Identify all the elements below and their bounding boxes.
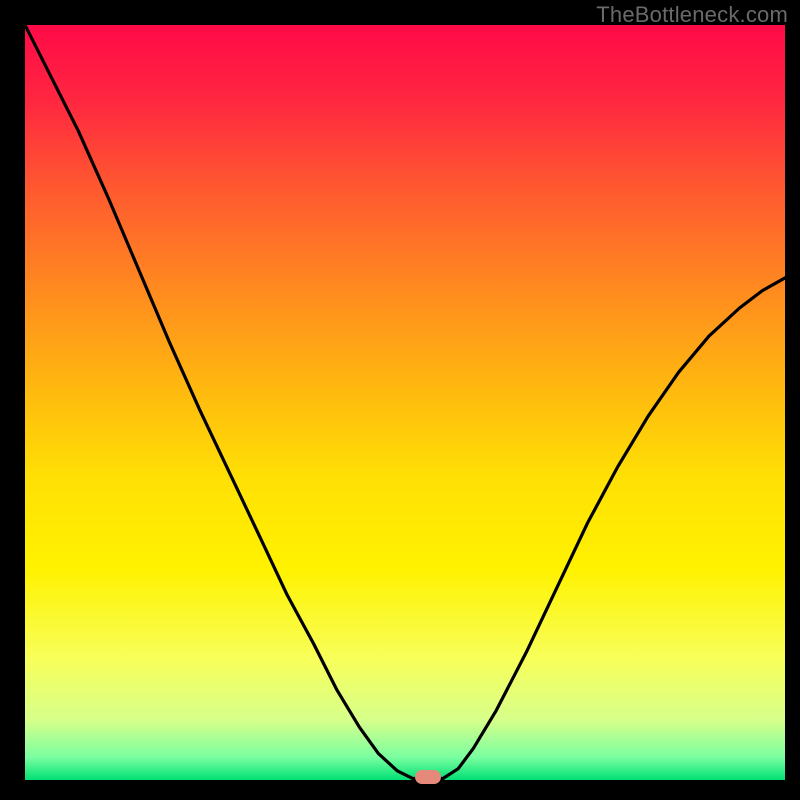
watermark-text: TheBottleneck.com — [596, 2, 788, 28]
chart-container: TheBottleneck.com — [0, 0, 800, 800]
optimal-point-marker — [415, 770, 441, 784]
plot-area — [25, 25, 785, 780]
bottleneck-curve — [25, 25, 785, 778]
curve-layer — [25, 25, 785, 780]
